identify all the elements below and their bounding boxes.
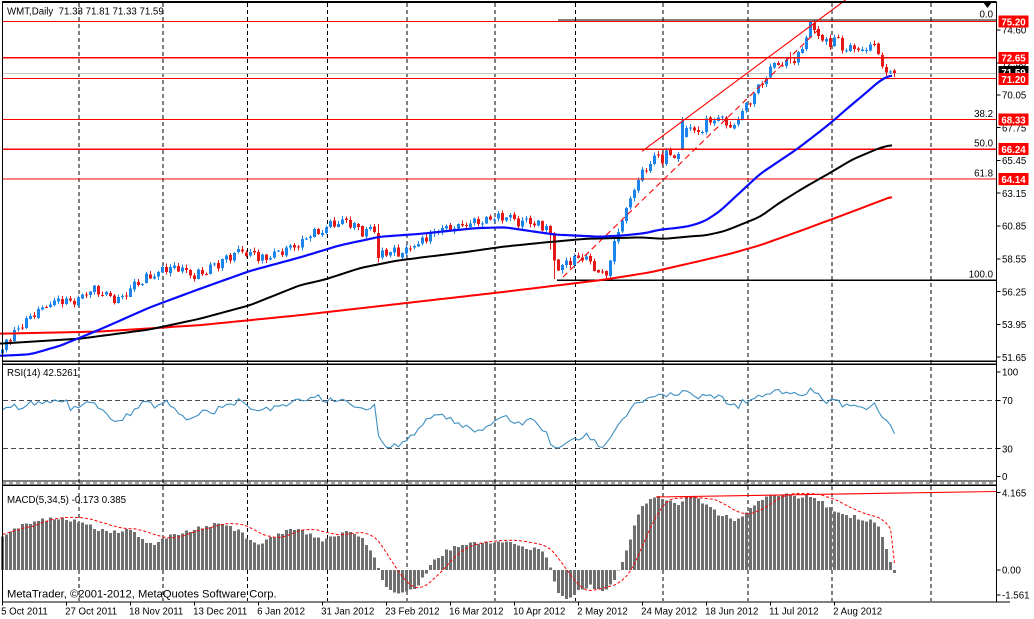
svg-text:68.33: 68.33 — [1001, 115, 1026, 126]
svg-text:5 Oct 2011: 5 Oct 2011 — [1, 607, 48, 618]
svg-text:72.65: 72.65 — [1001, 54, 1026, 65]
svg-text:53.95: 53.95 — [1002, 320, 1026, 331]
svg-text:65.45: 65.45 — [1002, 156, 1026, 167]
svg-text:4.165: 4.165 — [1002, 488, 1026, 499]
svg-text:74.60: 74.60 — [1002, 26, 1027, 37]
svg-text:11 Jul 2012: 11 Jul 2012 — [769, 607, 818, 618]
svg-text:13 Dec 2011: 13 Dec 2011 — [193, 607, 247, 618]
svg-text:51.65: 51.65 — [1002, 353, 1026, 364]
svg-text:100: 100 — [1002, 368, 1019, 379]
svg-text:RSI(14) 42.5261: RSI(14) 42.5261 — [7, 368, 78, 379]
svg-text:23 Feb 2012: 23 Feb 2012 — [385, 607, 439, 618]
svg-text:64.14: 64.14 — [1001, 175, 1026, 186]
svg-text:100.0: 100.0 — [969, 270, 994, 281]
svg-text:67.75: 67.75 — [1002, 123, 1026, 134]
svg-text:2 Aug 2012: 2 Aug 2012 — [833, 607, 882, 618]
svg-text:MACD(5,34,5) -0.173 0.385: MACD(5,34,5) -0.173 0.385 — [7, 495, 126, 506]
svg-text:31 Jan 2012: 31 Jan 2012 — [321, 607, 374, 618]
svg-text:10 Apr 2012: 10 Apr 2012 — [513, 607, 565, 618]
svg-text:56.25: 56.25 — [1002, 287, 1026, 298]
svg-text:6 Jan 2012: 6 Jan 2012 — [257, 607, 305, 618]
svg-text:18 Jun 2012: 18 Jun 2012 — [705, 607, 758, 618]
svg-text:61.8: 61.8 — [974, 169, 993, 180]
svg-text:70.05: 70.05 — [1002, 91, 1026, 102]
svg-text:27 Oct 2011: 27 Oct 2011 — [65, 607, 117, 618]
svg-text:WMT,Daily 71.33 71.81 71.33 7: WMT,Daily 71.33 71.81 71.33 71.59 — [7, 7, 164, 18]
svg-text:16 Mar 2012: 16 Mar 2012 — [449, 607, 503, 618]
svg-text:38.2: 38.2 — [974, 109, 993, 120]
svg-text:24 May 2012: 24 May 2012 — [641, 607, 697, 618]
svg-text:58.55: 58.55 — [1002, 255, 1026, 266]
svg-text:66.24: 66.24 — [1001, 145, 1026, 156]
svg-text:70: 70 — [1002, 396, 1013, 407]
svg-text:0: 0 — [1002, 472, 1008, 483]
svg-text:0.00: 0.00 — [1002, 566, 1021, 577]
svg-text:63.15: 63.15 — [1002, 189, 1026, 200]
svg-text:0.0: 0.0 — [980, 9, 994, 20]
svg-text:72.30: 72.30 — [1002, 59, 1027, 70]
svg-text:MetaTrader, ©2001-2012, MetaQu: MetaTrader, ©2001-2012, MetaQuotes Softw… — [7, 589, 277, 601]
svg-text:50.0: 50.0 — [974, 139, 993, 150]
svg-text:60.85: 60.85 — [1002, 222, 1026, 233]
svg-text:30: 30 — [1002, 444, 1013, 455]
svg-text:71.20: 71.20 — [1001, 75, 1025, 86]
svg-text:18 Nov 2011: 18 Nov 2011 — [129, 607, 183, 618]
svg-text:2 May 2012: 2 May 2012 — [577, 607, 628, 618]
svg-text:-1.561: -1.561 — [1002, 591, 1029, 602]
svg-text:75.20: 75.20 — [1001, 17, 1025, 28]
